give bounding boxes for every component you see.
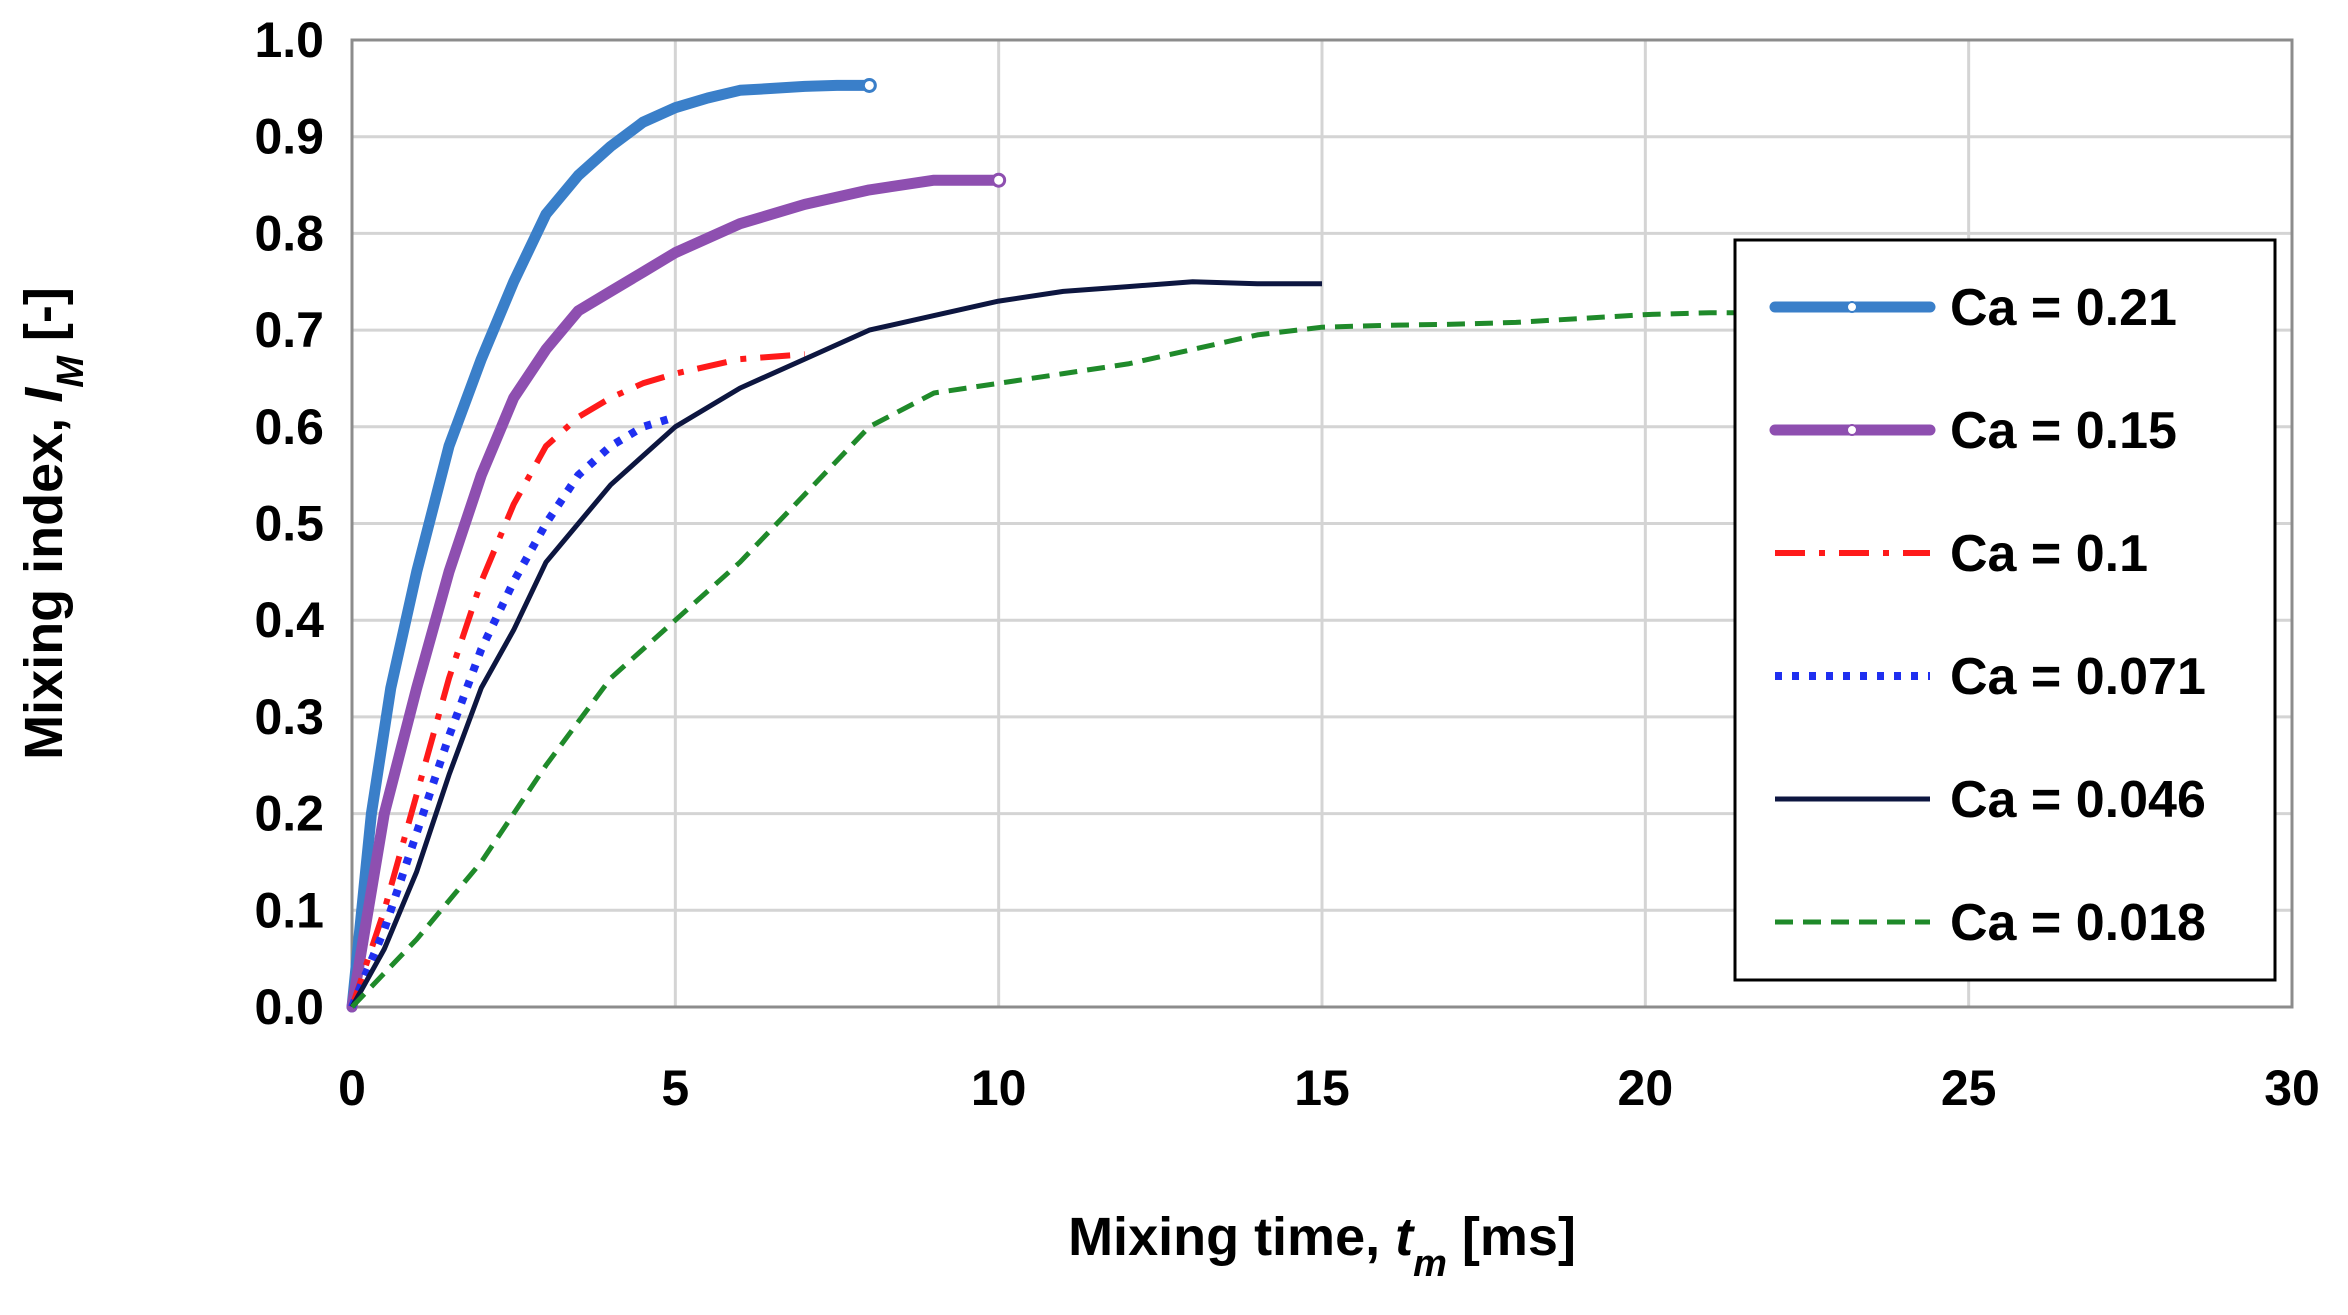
plot-area-border bbox=[350, 38, 2294, 1009]
legend-label-1: Ca = 0.15 bbox=[1950, 402, 2177, 460]
y-tick-label-5: 0.5 bbox=[254, 496, 324, 552]
y-tick-label-3: 0.3 bbox=[254, 689, 324, 745]
legend-label-3: Ca = 0.071 bbox=[1950, 648, 2206, 706]
y-tick-label-0: 0.0 bbox=[254, 979, 324, 1035]
legend-label-0: Ca = 0.21 bbox=[1950, 279, 2177, 337]
y-tick-label-4: 0.4 bbox=[254, 592, 324, 648]
series-line-0 bbox=[346, 79, 875, 1013]
y-tick-label-7: 0.7 bbox=[254, 302, 324, 358]
y-axis-title-variable: I bbox=[14, 387, 74, 403]
series-line-1 bbox=[346, 174, 1005, 1013]
legend-marker-0 bbox=[1846, 301, 1858, 313]
legend-label-5: Ca = 0.018 bbox=[1950, 894, 2206, 952]
y-axis-title: Mixing index, IM [-] bbox=[14, 287, 92, 760]
x-axis-title-main: Mixing time, bbox=[1068, 1207, 1395, 1267]
x-axis-title-unit: [ms] bbox=[1447, 1207, 1576, 1267]
legend-label-4: Ca = 0.046 bbox=[1950, 771, 2206, 829]
y-tick-label-6: 0.6 bbox=[254, 399, 324, 455]
y-tick-label-10: 1.0 bbox=[254, 12, 324, 68]
y-tick-label-1: 0.1 bbox=[254, 882, 324, 938]
x-tick-label-0: 0 bbox=[338, 1060, 366, 1116]
x-tick-label-6: 30 bbox=[2264, 1060, 2320, 1116]
y-tick-label-2: 0.2 bbox=[254, 786, 324, 842]
x-tick-label-4: 20 bbox=[1618, 1060, 1674, 1116]
data-series bbox=[346, 77, 1775, 1013]
y-tick-label-8: 0.8 bbox=[254, 205, 324, 261]
y-axis-title-subscript: M bbox=[50, 355, 92, 388]
x-axis-title: Mixing time, tm [ms] bbox=[1068, 1207, 1576, 1285]
x-tick-label-5: 25 bbox=[1941, 1060, 1997, 1116]
legend: Ca = 0.21 Ca = 0.15 Ca = 0.1 Ca = 0.071 Ca =… bbox=[1733, 238, 2277, 982]
legend-marker-1 bbox=[1846, 424, 1858, 436]
x-tick-label-1: 5 bbox=[661, 1060, 689, 1116]
series-line-2 bbox=[349, 351, 805, 1008]
y-axis-title-unit: [-] bbox=[14, 287, 74, 356]
y-axis-title-main: Mixing index, bbox=[14, 403, 74, 760]
x-tick-label-2: 10 bbox=[971, 1060, 1027, 1116]
series-line-4 bbox=[349, 279, 1322, 1009]
series-end-marker-0 bbox=[861, 77, 877, 93]
x-axis-title-variable: t bbox=[1395, 1207, 1415, 1267]
legend-label-2: Ca = 0.1 bbox=[1950, 525, 2148, 583]
series-line-5 bbox=[350, 310, 1775, 1009]
tick-labels: 0.0 0.1 0.2 0.3 0.4 0.5 0.6 0.7 0.8 0.9 1.0 0 5 10 15 2… bbox=[254, 12, 2319, 1116]
x-axis-title-subscript: m bbox=[1413, 1243, 1447, 1285]
y-tick-label-9: 0.9 bbox=[254, 109, 324, 165]
legend-box bbox=[1733, 238, 2277, 982]
series-end-marker-1 bbox=[991, 172, 1007, 188]
x-tick-label-3: 15 bbox=[1294, 1060, 1350, 1116]
legend-items: Ca = 0.21 Ca = 0.15 Ca = 0.1 Ca = 0.071 Ca =… bbox=[1769, 279, 2206, 952]
